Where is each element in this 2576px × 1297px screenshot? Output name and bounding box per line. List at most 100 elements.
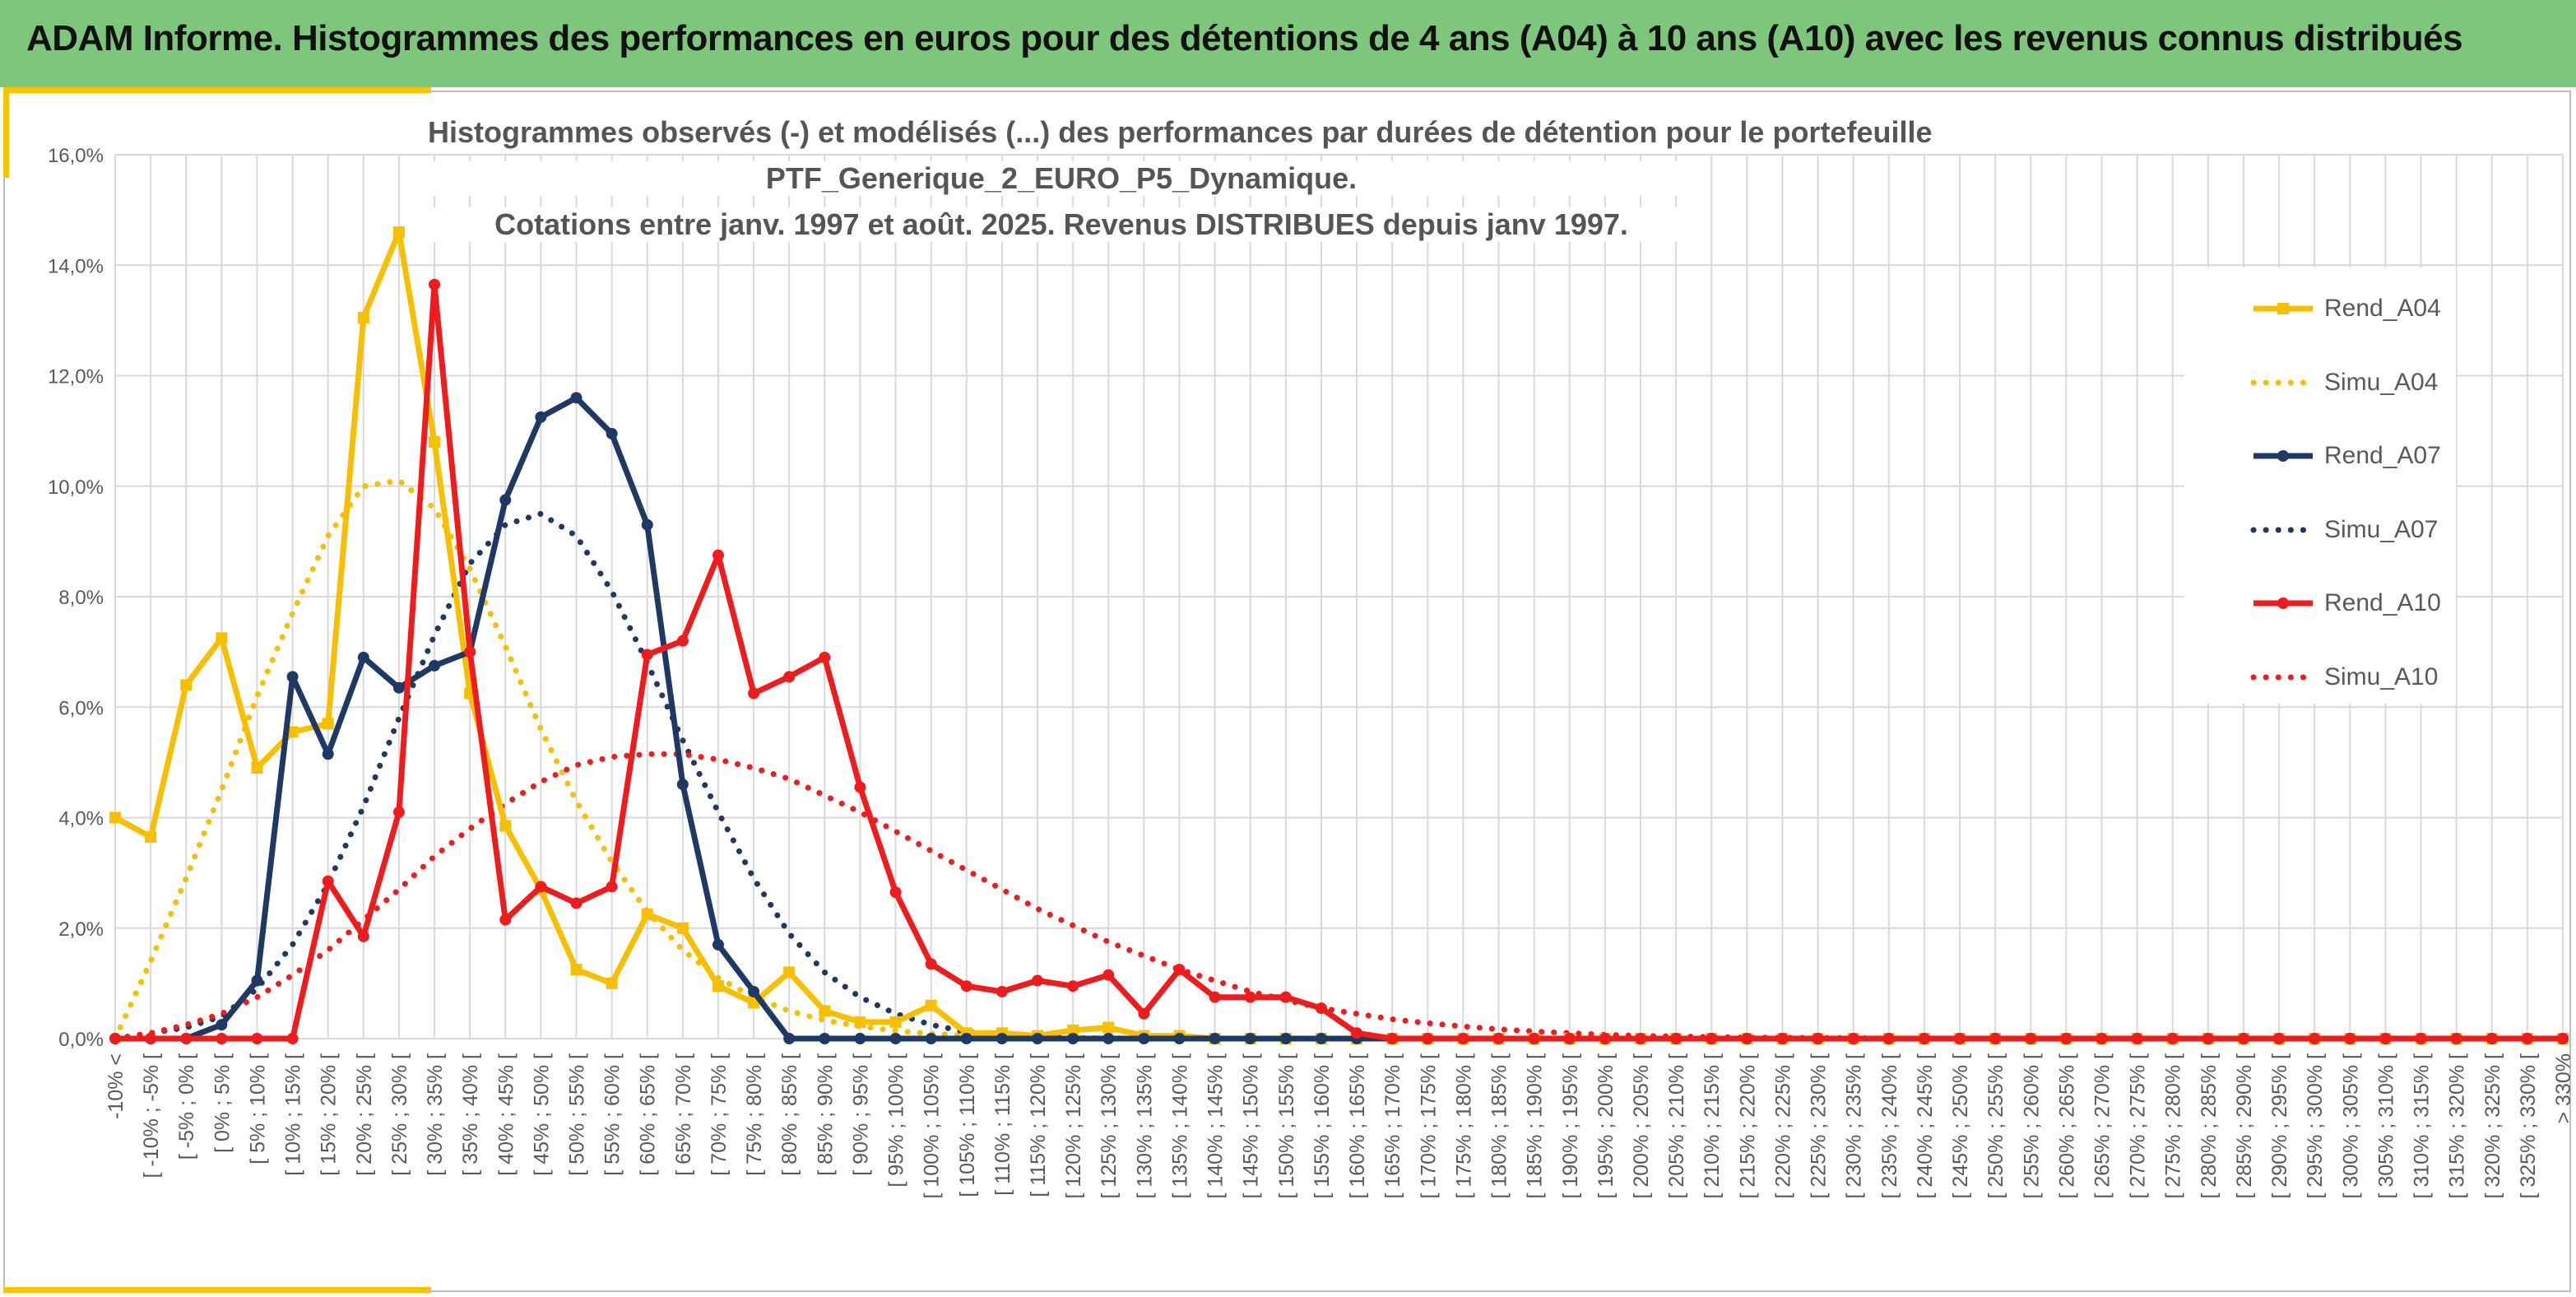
data-point xyxy=(322,748,334,760)
x-tick-label: [ 175% ; 180% [ xyxy=(1452,1053,1475,1199)
x-tick-label: [ 25% ; 30% [ xyxy=(388,1053,411,1176)
data-point xyxy=(392,681,405,694)
x-tick-label: [ 270% ; 275% [ xyxy=(2127,1053,2150,1199)
data-point xyxy=(1067,1033,1079,1044)
data-point xyxy=(925,999,937,1011)
x-tick-label: [ 230% ; 235% [ xyxy=(1843,1053,1866,1199)
data-point xyxy=(2344,1033,2356,1044)
x-tick-label: [ 215% ; 220% [ xyxy=(1736,1053,1759,1199)
data-point xyxy=(783,671,796,683)
accent-bar-top xyxy=(3,87,431,93)
x-tick-label: [ 5% ; 10% [ xyxy=(246,1053,269,1165)
x-tick-label: [ 235% ; 240% [ xyxy=(1878,1053,1901,1199)
data-point xyxy=(1138,1007,1150,1020)
data-point xyxy=(251,974,263,987)
data-point xyxy=(1670,1033,1683,1044)
data-point xyxy=(1563,1033,1576,1044)
x-tick-label: [ 295% ; 300% [ xyxy=(2304,1053,2327,1199)
x-tick-label: [ 250% ; 255% [ xyxy=(1984,1053,2007,1199)
x-tick-label: [ 260% ; 265% [ xyxy=(2055,1053,2078,1199)
data-point xyxy=(1244,1033,1256,1044)
data-point xyxy=(889,886,902,899)
data-point xyxy=(251,762,263,774)
data-point xyxy=(109,811,121,824)
legend-swatch xyxy=(2253,450,2313,462)
data-point xyxy=(819,1033,831,1044)
data-point xyxy=(1847,1033,1859,1044)
x-tick-label: > 330% xyxy=(2552,1053,2575,1124)
legend-swatch xyxy=(2250,379,2316,385)
data-point xyxy=(854,1033,866,1044)
data-point xyxy=(606,427,618,439)
x-tick-label: [ 160% ; 165% [ xyxy=(1346,1053,1369,1199)
x-tick-label: [ 60% ; 65% [ xyxy=(637,1053,660,1176)
x-tick-label: [ 255% ; 260% [ xyxy=(2020,1053,2043,1199)
data-point xyxy=(889,1016,902,1028)
data-point xyxy=(1173,1033,1186,1044)
x-tick-label: [ 315% ; 320% [ xyxy=(2446,1053,2469,1199)
x-tick-label: [ 180% ; 185% [ xyxy=(1488,1053,1511,1199)
data-point xyxy=(676,922,689,934)
y-tick-label: 2,0% xyxy=(58,918,104,941)
data-point xyxy=(2096,1033,2108,1044)
data-point xyxy=(889,1033,902,1044)
data-point xyxy=(1457,1033,1469,1044)
legend-label: Rend_A04 xyxy=(2324,295,2441,322)
y-tick-label: 12,0% xyxy=(48,366,104,388)
y-tick-label: 4,0% xyxy=(58,808,104,830)
data-point xyxy=(2060,1033,2072,1044)
data-point xyxy=(1386,1033,1399,1044)
data-point xyxy=(216,1019,228,1031)
x-tick-label: [ 210% ; 215% [ xyxy=(1701,1053,1724,1199)
data-point xyxy=(180,1033,193,1044)
legend-label: Simu_A07 xyxy=(2324,515,2439,543)
data-point xyxy=(1812,1033,1824,1044)
data-point xyxy=(1138,1033,1150,1044)
data-point xyxy=(1351,1027,1363,1039)
data-point xyxy=(2166,1033,2179,1044)
series-line xyxy=(112,751,2566,1042)
data-point xyxy=(1173,964,1186,976)
data-point xyxy=(1989,1033,2002,1044)
x-tick-label: [ 275% ; 280% [ xyxy=(2162,1053,2185,1199)
x-tick-label: [ 95% ; 100% [ xyxy=(885,1053,908,1188)
data-point xyxy=(357,312,369,324)
x-tick-label: [ 155% ; 160% [ xyxy=(1311,1053,1334,1199)
x-tick-label: [ 105% ; 110% [ xyxy=(956,1053,979,1197)
x-tick-label: [ 280% ; 285% [ xyxy=(2198,1053,2221,1199)
x-tick-label: [ 200% ; 205% [ xyxy=(1630,1053,1653,1199)
data-point xyxy=(357,651,369,663)
data-point xyxy=(641,518,653,531)
x-tick-label: [ 290% ; 295% [ xyxy=(2268,1053,2291,1199)
accent-bar-bottom xyxy=(3,1287,431,1293)
data-point xyxy=(286,726,299,738)
x-tick-label: [ 100% ; 105% [ xyxy=(921,1053,944,1199)
data-point xyxy=(960,1033,972,1044)
data-point xyxy=(535,881,547,893)
x-tick-label: [ 20% ; 25% [ xyxy=(353,1053,376,1176)
x-tick-label: [ 265% ; 270% [ xyxy=(2091,1053,2114,1199)
data-point xyxy=(1315,1033,1327,1044)
data-point xyxy=(2237,1033,2249,1044)
x-tick-label: [ 80% ; 85% [ xyxy=(778,1053,801,1176)
data-point xyxy=(216,1033,228,1044)
data-point xyxy=(2557,1033,2569,1044)
data-point xyxy=(960,980,972,993)
y-tick-label: 10,0% xyxy=(48,476,104,499)
data-point xyxy=(570,964,583,976)
data-point xyxy=(1102,969,1115,981)
x-tick-label: [ 0% ; 5% [ xyxy=(211,1053,234,1153)
data-point xyxy=(712,980,724,993)
data-point xyxy=(925,958,937,970)
data-point xyxy=(996,985,1008,997)
x-tick-label: [ 220% ; 225% [ xyxy=(1771,1053,1794,1199)
data-point xyxy=(1279,991,1292,1003)
x-tick-label: [ 50% ; 55% [ xyxy=(566,1053,589,1176)
x-tick-label: [ 140% ; 145% [ xyxy=(1204,1053,1228,1199)
data-point xyxy=(2309,1033,2321,1044)
data-point xyxy=(783,966,796,979)
chart-title-line-2: PTF_Generique_2_EURO_P5_Dynamique. xyxy=(428,161,1695,196)
data-point xyxy=(2521,1033,2533,1044)
data-point xyxy=(1032,974,1044,987)
data-point xyxy=(748,687,760,700)
